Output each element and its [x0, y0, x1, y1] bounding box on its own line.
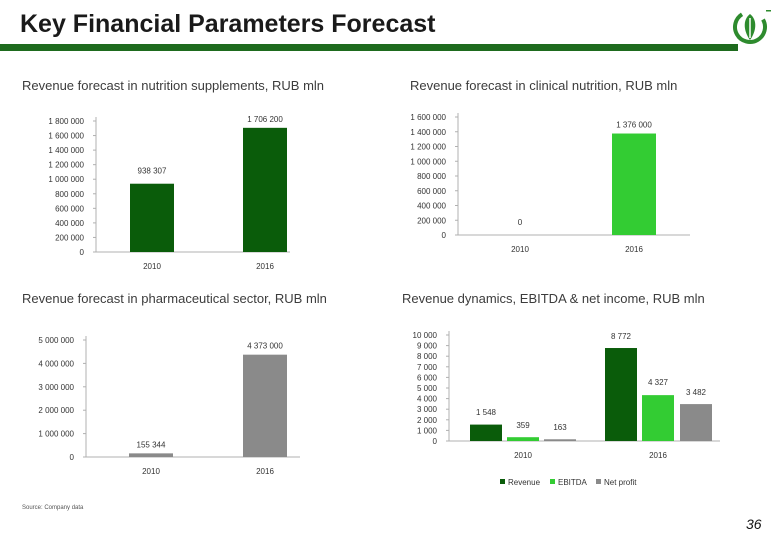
data-label: 155 344 — [137, 440, 166, 449]
bar-2016 — [243, 354, 287, 457]
data-label: 1 376 000 — [616, 121, 652, 130]
y-tick-label: 10 000 — [413, 331, 438, 340]
nutrition-supplements-chart: 0 200 000 400 000 600 000 800 000 1 000 000 1 … — [48, 115, 290, 271]
bar-2016 — [243, 127, 287, 252]
data-label: 938 307 — [138, 167, 167, 176]
bar-revenue-2016 — [605, 348, 637, 441]
data-label: 8 772 — [611, 332, 632, 341]
data-label: 4 327 — [648, 378, 669, 387]
x-tick-label: 2010 — [511, 245, 529, 254]
x-tick-label: 2016 — [625, 245, 643, 254]
y-tick-label: 2 000 000 — [38, 406, 74, 415]
y-tick-label: 3 000 — [417, 405, 438, 414]
y-tick-label: 200 000 — [55, 233, 84, 242]
data-label: 1 548 — [476, 408, 497, 417]
data-label: 3 482 — [686, 388, 707, 397]
y-tick-label: 0 — [80, 248, 85, 257]
y-tick-label: 600 000 — [417, 187, 446, 196]
y-tick-label: 3 000 000 — [38, 383, 74, 392]
clinical-nutrition-chart: 0 200 000 400 000 600 000 800 000 1 000 000 1 … — [410, 113, 690, 254]
y-tick-label: 1 000 — [417, 426, 438, 435]
bar-net-profit-2010 — [544, 439, 576, 441]
y-tick-label: 1 200 000 — [48, 161, 84, 170]
y-tick-label: 2 000 — [417, 416, 438, 425]
data-label: 359 — [516, 421, 530, 430]
page-number: 36 — [746, 516, 762, 532]
data-label: 0 — [518, 218, 523, 227]
x-tick-label: 2016 — [256, 262, 274, 271]
y-tick-label: 1 000 000 — [410, 157, 446, 166]
data-label: 4 373 000 — [247, 342, 283, 351]
y-tick-label: 4 000 000 — [38, 359, 74, 368]
y-tick-label: 400 000 — [417, 202, 446, 211]
y-tick-label: 600 000 — [55, 204, 84, 213]
y-tick-label: 1 400 000 — [410, 128, 446, 137]
legend-label: EBITDA — [558, 478, 588, 487]
title-underline — [0, 44, 738, 51]
y-tick-label: 6 000 — [417, 373, 438, 382]
company-logo-icon — [733, 10, 771, 44]
legend-swatch-ebitda — [550, 479, 555, 484]
y-tick-label: 800 000 — [55, 190, 84, 199]
legend-swatch-net-profit — [596, 479, 601, 484]
y-tick-label: 1 000 000 — [48, 175, 84, 184]
x-tick-label: 2010 — [142, 467, 160, 476]
x-tick-label: 2016 — [256, 467, 274, 476]
y-tick-label: 7 000 — [417, 363, 438, 372]
y-tick-label: 0 — [433, 437, 438, 446]
pharmaceutical-chart: 0 1 000 000 2 000 000 3 000 000 4 000 000 5 0… — [38, 336, 300, 476]
y-tick-label: 9 000 — [417, 342, 438, 351]
bar-2010 — [129, 453, 173, 457]
x-tick-label: 2016 — [649, 451, 667, 460]
data-label: 163 — [553, 423, 567, 432]
y-tick-label: 200 000 — [417, 216, 446, 225]
data-label: 1 706 200 — [247, 115, 283, 124]
y-tick-label: 800 000 — [417, 172, 446, 181]
y-tick-label: 400 000 — [55, 219, 84, 228]
page-title: Key Financial Parameters Forecast — [20, 10, 436, 38]
y-tick-label: 0 — [442, 231, 447, 240]
bar-net-profit-2016 — [680, 404, 712, 441]
legend-label: Revenue — [508, 478, 541, 487]
x-tick-label: 2010 — [143, 262, 161, 271]
legend-label: Net profit — [604, 478, 637, 487]
y-tick-label: 1 800 000 — [48, 117, 84, 126]
x-tick-label: 2010 — [514, 451, 532, 460]
bar-revenue-2010 — [470, 424, 502, 441]
y-tick-label: 5 000 — [417, 384, 438, 393]
chart1-title: Revenue forecast in nutrition supplement… — [22, 78, 325, 93]
bar-ebitda-2016 — [642, 395, 674, 441]
y-tick-label: 0 — [70, 453, 75, 462]
source-note: Source: Company data — [22, 505, 84, 511]
y-tick-label: 1 600 000 — [48, 132, 84, 141]
y-tick-label: 5 000 000 — [38, 336, 74, 345]
chart4-title: Revenue dynamics, EBITDA & net income, R… — [402, 291, 705, 306]
chart3-title: Revenue forecast in pharmaceutical secto… — [22, 291, 327, 306]
bar-2010 — [130, 183, 174, 252]
y-tick-label: 1 000 000 — [38, 430, 74, 439]
y-tick-label: 1 400 000 — [48, 146, 84, 155]
y-tick-label: 8 000 — [417, 352, 438, 361]
legend-swatch-revenue — [500, 479, 505, 484]
y-tick-label: 1 600 000 — [410, 113, 446, 122]
y-tick-label: 4 000 — [417, 395, 438, 404]
bar-ebitda-2010 — [507, 437, 539, 441]
bar-2016 — [612, 133, 656, 235]
y-tick-label: 1 200 000 — [410, 143, 446, 152]
chart2-title: Revenue forecast in clinical nutrition, … — [410, 78, 678, 93]
